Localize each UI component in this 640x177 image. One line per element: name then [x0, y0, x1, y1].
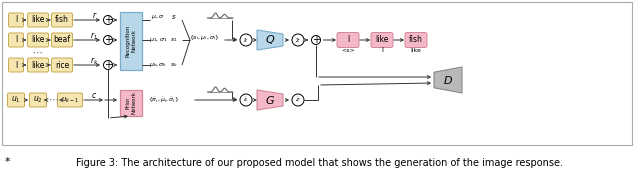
FancyBboxPatch shape: [337, 33, 359, 47]
Text: like: like: [31, 61, 45, 70]
Text: fish: fish: [55, 16, 69, 24]
Text: fish: fish: [409, 36, 423, 44]
Text: $\mu_1, \sigma_1$: $\mu_1, \sigma_1$: [148, 36, 167, 44]
Text: $Q$: $Q$: [265, 33, 275, 47]
Text: ⋯: ⋯: [33, 48, 43, 58]
Text: $\mu, \sigma$: $\mu, \sigma$: [151, 13, 164, 21]
FancyBboxPatch shape: [8, 13, 24, 27]
FancyBboxPatch shape: [405, 33, 427, 47]
FancyBboxPatch shape: [58, 93, 83, 107]
Circle shape: [292, 34, 304, 46]
Text: $\hat{\varepsilon}$: $\hat{\varepsilon}$: [243, 36, 248, 45]
Text: $u_{k-1}$: $u_{k-1}$: [61, 95, 79, 105]
Text: like: like: [375, 36, 388, 44]
Text: +: +: [312, 35, 320, 45]
Text: $r_k$: $r_k$: [90, 55, 98, 67]
Text: $\tilde{z}$: $\tilde{z}$: [295, 96, 301, 104]
Text: r: r: [92, 12, 95, 21]
Text: Recognition
Network: Recognition Network: [125, 25, 136, 57]
Text: $\mu_k, \sigma_k$: $\mu_k, \sigma_k$: [148, 61, 167, 69]
Circle shape: [240, 94, 252, 106]
FancyBboxPatch shape: [51, 13, 72, 27]
FancyBboxPatch shape: [28, 13, 49, 27]
Text: rice: rice: [55, 61, 69, 70]
FancyBboxPatch shape: [8, 93, 24, 107]
Text: $u_2$: $u_2$: [33, 95, 43, 105]
Text: +: +: [104, 35, 112, 45]
Text: like: like: [31, 16, 45, 24]
Text: *: *: [5, 157, 11, 167]
Text: $u_1$: $u_1$: [11, 95, 21, 105]
Circle shape: [104, 61, 113, 70]
Circle shape: [104, 36, 113, 44]
Polygon shape: [434, 67, 462, 93]
Text: +: +: [104, 60, 112, 70]
Text: $D$: $D$: [443, 74, 453, 86]
Text: $\hat{z}$: $\hat{z}$: [295, 36, 301, 45]
Text: I: I: [347, 36, 349, 44]
Text: Figure 3: The architecture of our proposed model that shows the generation of th: Figure 3: The architecture of our propos…: [77, 158, 563, 168]
Circle shape: [312, 36, 321, 44]
Bar: [120, 12, 142, 70]
Text: $s$: $s$: [172, 13, 177, 21]
Text: I: I: [15, 36, 17, 44]
Text: ⋯: ⋯: [49, 95, 59, 105]
Text: $\tilde{\varepsilon}$: $\tilde{\varepsilon}$: [243, 96, 248, 104]
Text: Prior
Network: Prior Network: [125, 92, 136, 115]
Text: beaf: beaf: [54, 36, 70, 44]
FancyBboxPatch shape: [28, 33, 49, 47]
Text: I: I: [381, 47, 383, 53]
FancyBboxPatch shape: [371, 33, 393, 47]
Text: I: I: [15, 16, 17, 24]
FancyBboxPatch shape: [8, 58, 24, 72]
Text: like: like: [411, 47, 421, 53]
Text: like: like: [31, 36, 45, 44]
Text: $G$: $G$: [265, 94, 275, 106]
Circle shape: [292, 94, 304, 106]
Text: $s_1$: $s_1$: [170, 36, 178, 44]
FancyBboxPatch shape: [51, 58, 72, 72]
Text: +: +: [104, 15, 112, 25]
FancyBboxPatch shape: [51, 33, 72, 47]
Text: c: c: [92, 92, 96, 101]
Text: I: I: [15, 61, 17, 70]
Text: $r_1$: $r_1$: [90, 30, 98, 42]
Text: $s_k$: $s_k$: [170, 61, 178, 69]
Circle shape: [104, 16, 113, 24]
FancyBboxPatch shape: [29, 93, 47, 107]
Bar: [120, 90, 142, 116]
Text: $\{\tilde{\pi}_i, \tilde{\mu}_i, \tilde{\sigma}_i\}$: $\{\tilde{\pi}_i, \tilde{\mu}_i, \tilde{…: [148, 95, 180, 105]
Text: <s>: <s>: [341, 47, 355, 53]
Polygon shape: [257, 90, 283, 110]
FancyBboxPatch shape: [8, 33, 24, 47]
Bar: [2, 2, 632, 145]
Circle shape: [240, 34, 252, 46]
Polygon shape: [257, 30, 283, 50]
Text: $\{s_i, \mu_i, \sigma_i\}$: $\{s_i, \mu_i, \sigma_i\}$: [189, 33, 220, 41]
FancyBboxPatch shape: [28, 58, 49, 72]
